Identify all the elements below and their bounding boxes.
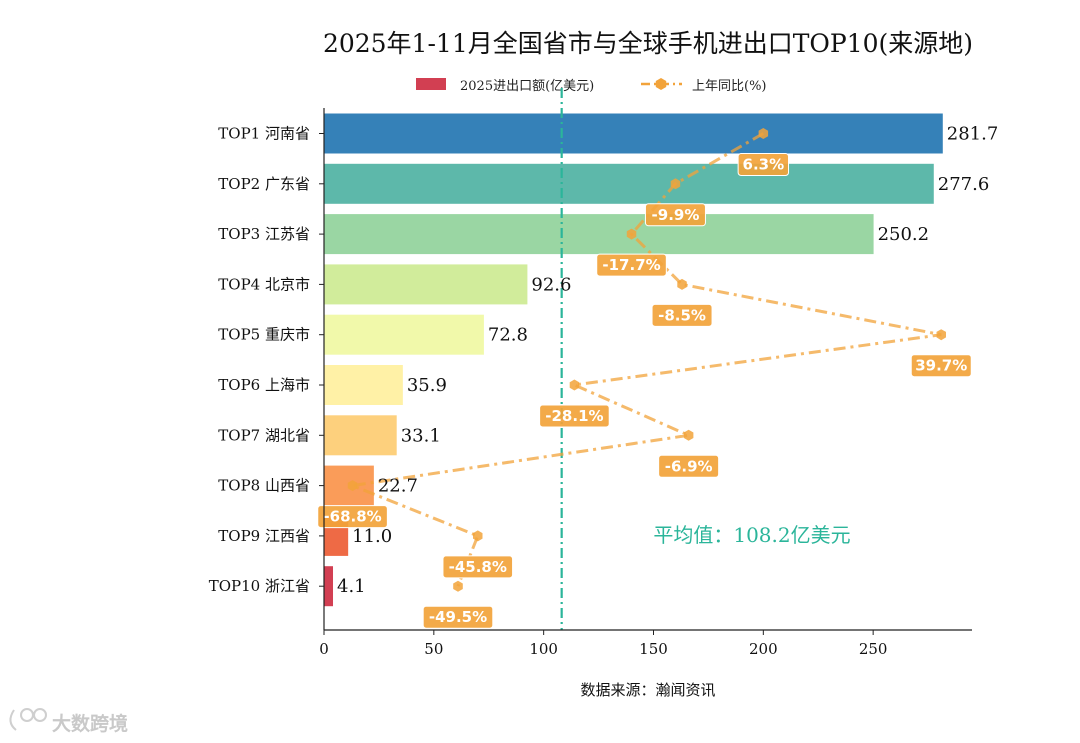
yoy-label-box xyxy=(422,605,494,629)
bar xyxy=(324,365,403,405)
yoy-value-label: 39.7% xyxy=(915,357,967,375)
bar-value-label: 250.2 xyxy=(878,224,930,245)
yoy-label-box xyxy=(539,404,610,428)
legend-bar-swatch xyxy=(416,78,446,90)
y-tick-label: TOP9 江西省 xyxy=(218,527,310,545)
x-tick-label: 200 xyxy=(749,640,778,658)
bar-value-label: 277.6 xyxy=(938,174,990,195)
y-tick-label: TOP2 广东省 xyxy=(218,175,310,193)
legend-line-marker xyxy=(655,78,667,90)
bar-value-label: 281.7 xyxy=(947,124,999,145)
yoy-value-label: -9.9% xyxy=(652,206,700,224)
axes-layer: TOP1 河南省 TOP2 广东省 TOP3 江苏省 TOP4 北京市 TOP5 重庆市… xyxy=(209,108,972,658)
x-tick-label: 250 xyxy=(859,640,888,658)
yoy-label-box xyxy=(596,253,667,277)
yoy-marker xyxy=(453,580,463,592)
yoy-label-box xyxy=(442,555,514,579)
yoy-line-layer: 6.3% -9.9% -17.7% -8.5% 39.7% -28.1% -6.9% -68.… xyxy=(317,128,972,629)
yoy-value-label: -8.5% xyxy=(658,306,706,324)
bars-layer xyxy=(324,113,943,607)
yoy-value-label: 6.3% xyxy=(743,156,785,174)
bar xyxy=(324,314,484,355)
y-tick-label: TOP8 山西省 xyxy=(218,477,310,495)
yoy-marker xyxy=(670,178,681,190)
bar xyxy=(324,163,934,204)
yoy-label-box xyxy=(910,354,972,378)
yoy-label-box xyxy=(651,303,713,327)
yoy-value-label: -49.5% xyxy=(429,608,487,626)
yoy-label-box xyxy=(737,153,790,176)
yoy-value-label: -28.1% xyxy=(545,407,603,425)
yoy-marker xyxy=(569,379,580,391)
chart-title: 2025年1-11月全国省市与全球手机进出口TOP10(来源地) xyxy=(323,29,973,58)
yoy-value-label: -45.8% xyxy=(449,558,507,576)
yoy-marker xyxy=(683,429,694,441)
y-tick-label: TOP10 浙江省 xyxy=(209,577,310,595)
yoy-marker xyxy=(473,530,483,542)
y-tick-label: TOP4 北京市 xyxy=(218,275,310,293)
bar xyxy=(324,113,943,154)
bar xyxy=(324,214,874,255)
yoy-marker xyxy=(936,329,946,341)
bar-value-label: 22.7 xyxy=(378,476,418,497)
watermark-logo-icon xyxy=(9,708,47,731)
legend-line-label: 上年同比(%) xyxy=(692,79,767,94)
bar xyxy=(324,415,397,456)
yoy-label-box xyxy=(317,505,388,529)
bar-value-label: 92.6 xyxy=(531,274,571,295)
y-tick-label: TOP3 江苏省 xyxy=(218,225,310,243)
x-tick-label: 0 xyxy=(319,640,329,658)
bar xyxy=(324,264,528,305)
legend-bar-label: 2025进出口额(亿美元) xyxy=(460,79,594,94)
y-tick-label: TOP1 河南省 xyxy=(218,125,310,143)
watermark-text: 大数跨境 xyxy=(52,712,128,735)
yoy-value-label: -68.8% xyxy=(323,508,381,526)
average-label: 平均值：108.2亿美元 xyxy=(653,523,850,547)
yoy-marker xyxy=(626,228,637,240)
yoy-marker xyxy=(758,128,769,139)
y-tick-label: TOP5 重庆市 xyxy=(218,326,310,344)
bar-value-label: 11.0 xyxy=(352,526,392,547)
yoy-value-label: -17.7% xyxy=(602,256,660,274)
yoy-label-box xyxy=(644,203,706,227)
yoy-marker xyxy=(347,480,358,492)
x-tick-label: 150 xyxy=(639,640,668,658)
x-axis-title: 数据来源：瀚闻资讯 xyxy=(580,681,715,699)
bar-value-label: 35.9 xyxy=(407,375,447,396)
x-tick-label: 100 xyxy=(529,640,558,658)
x-tick-label: 50 xyxy=(424,640,443,658)
bar-value-label: 33.1 xyxy=(401,425,441,446)
legend: 2025进出口额(亿美元) 上年同比(%) xyxy=(416,78,767,94)
y-tick-label: TOP6 上海市 xyxy=(218,376,310,394)
bar xyxy=(324,566,334,607)
yoy-label-box xyxy=(658,454,720,478)
labels-layer: 281.7 277.6 250.2 92.6 72.8 35.9 33.1 22.7 11.0 4… xyxy=(337,124,998,598)
bar-value-label: 4.1 xyxy=(337,576,366,597)
bar-value-label: 72.8 xyxy=(488,325,528,346)
watermark: 大数跨境 xyxy=(9,708,128,735)
yoy-marker xyxy=(677,278,687,290)
y-tick-label: TOP7 湖北省 xyxy=(218,426,310,444)
average-layer: 平均值：108.2亿美元 xyxy=(560,88,851,630)
yoy-value-label: -6.9% xyxy=(665,457,713,475)
